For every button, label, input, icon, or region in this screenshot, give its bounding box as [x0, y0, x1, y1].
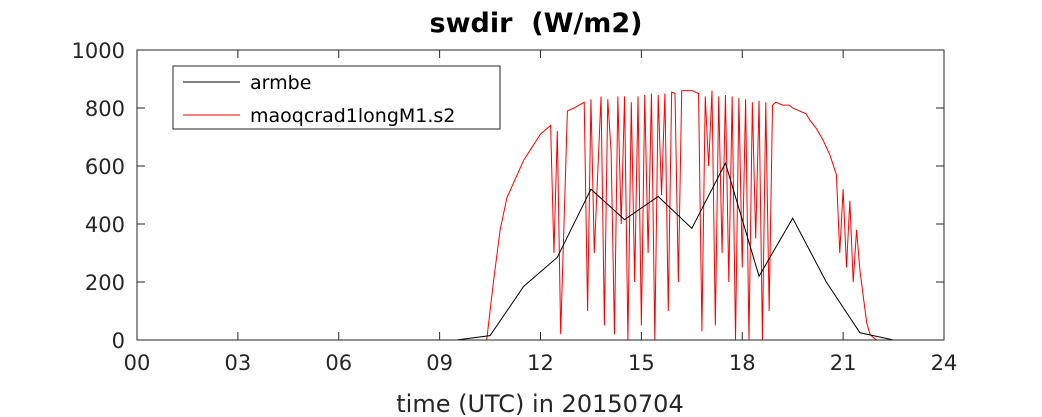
x-tick-label: 15: [628, 351, 655, 375]
series-line-armbe: [137, 161, 944, 341]
series-layer: [137, 90, 944, 341]
chart-title: swdir (W/m2): [430, 8, 643, 39]
x-tick-label: 12: [527, 351, 554, 375]
y-tick-label: 400: [85, 213, 125, 237]
y-tick-label: 800: [85, 97, 125, 121]
tick-layer: 00 03 06 09 12 15 18 21 24 0 200 400 600 800 1000: [72, 39, 958, 375]
x-tick-label: 00: [124, 351, 151, 375]
x-tick-label: 03: [225, 351, 252, 375]
x-tick-label: 18: [729, 351, 756, 375]
legend-box: [172, 65, 501, 130]
series-line-maoqcrad1longm1-s2: [137, 90, 944, 341]
x-tick-label: 09: [426, 351, 453, 375]
y-tick-label: 600: [85, 155, 125, 179]
y-tick-label: 1000: [72, 39, 125, 63]
legend-label-armbe: armbe: [250, 72, 311, 94]
legend-label-maoqcrad1longM1: maoqcrad1longM1.s2: [250, 105, 455, 127]
legend: armbe maoqcrad1longM1.s2: [172, 65, 501, 130]
x-tick-label: 21: [830, 351, 857, 375]
y-tick-label: 0: [112, 329, 125, 353]
x-axis-label: time (UTC) in 20150704: [396, 390, 683, 417]
x-tick-label: 06: [325, 351, 352, 375]
y-tick-label: 200: [85, 271, 125, 295]
x-tick-label: 24: [931, 351, 958, 375]
